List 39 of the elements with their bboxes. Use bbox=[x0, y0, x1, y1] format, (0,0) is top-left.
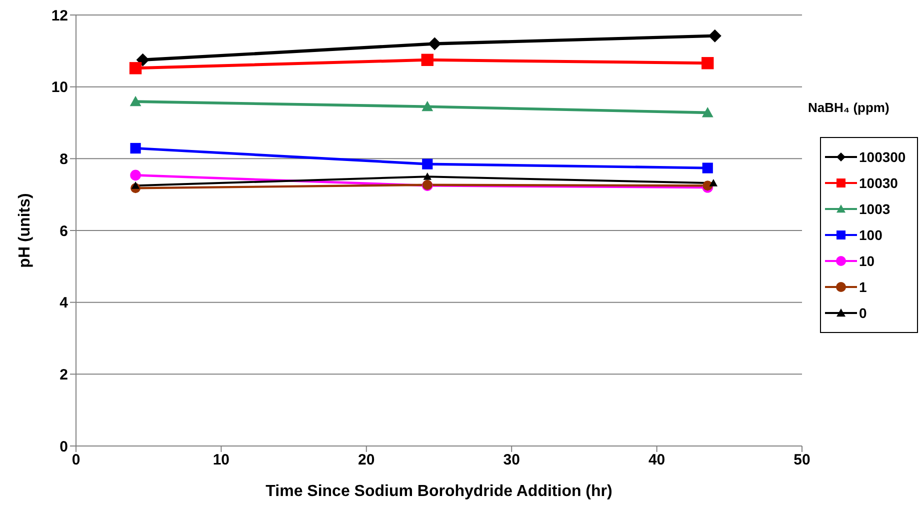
y-tick-label: 2 bbox=[60, 366, 68, 384]
legend-label: 10 bbox=[859, 253, 875, 269]
point bbox=[136, 53, 150, 66]
y-tick-label: 8 bbox=[60, 150, 68, 168]
y-tick-label: 4 bbox=[60, 294, 69, 312]
legend-title: NaBH₄ (ppm) bbox=[808, 100, 890, 115]
point bbox=[130, 142, 141, 154]
y-tick-label: 10 bbox=[51, 79, 68, 96]
legend-label: 100300 bbox=[859, 149, 906, 165]
legend-label: 0 bbox=[859, 305, 867, 321]
point bbox=[421, 54, 434, 66]
x-tick-label: 30 bbox=[503, 452, 520, 469]
y-tick-label: 12 bbox=[51, 7, 68, 24]
point bbox=[130, 96, 142, 106]
point bbox=[422, 158, 433, 170]
x-tick-label: 40 bbox=[648, 452, 666, 469]
y-tick-label: 0 bbox=[60, 438, 68, 456]
legend-label: 1 bbox=[859, 279, 867, 295]
y-tick-label: 6 bbox=[60, 222, 68, 240]
legend-label: 100 bbox=[859, 227, 882, 243]
point bbox=[702, 106, 714, 118]
point bbox=[422, 100, 434, 112]
x-tick-label: 10 bbox=[212, 452, 230, 469]
point bbox=[423, 172, 432, 180]
x-tick-label: 0 bbox=[72, 452, 80, 469]
legend-label: 10030 bbox=[859, 175, 898, 191]
point bbox=[131, 182, 140, 189]
x-tick-label: 20 bbox=[358, 452, 375, 469]
point bbox=[709, 178, 718, 186]
legend-label: 1003 bbox=[859, 201, 890, 217]
point bbox=[702, 57, 714, 70]
point bbox=[428, 37, 442, 50]
point bbox=[708, 29, 722, 42]
x-tick-label: 50 bbox=[794, 452, 810, 469]
point bbox=[129, 62, 142, 74]
point bbox=[130, 170, 141, 181]
y-axis-title: pH (units) bbox=[16, 193, 34, 268]
x-axis-title: Time Since Sodium Borohydride Addition (hr) bbox=[266, 483, 612, 500]
point bbox=[702, 162, 713, 174]
